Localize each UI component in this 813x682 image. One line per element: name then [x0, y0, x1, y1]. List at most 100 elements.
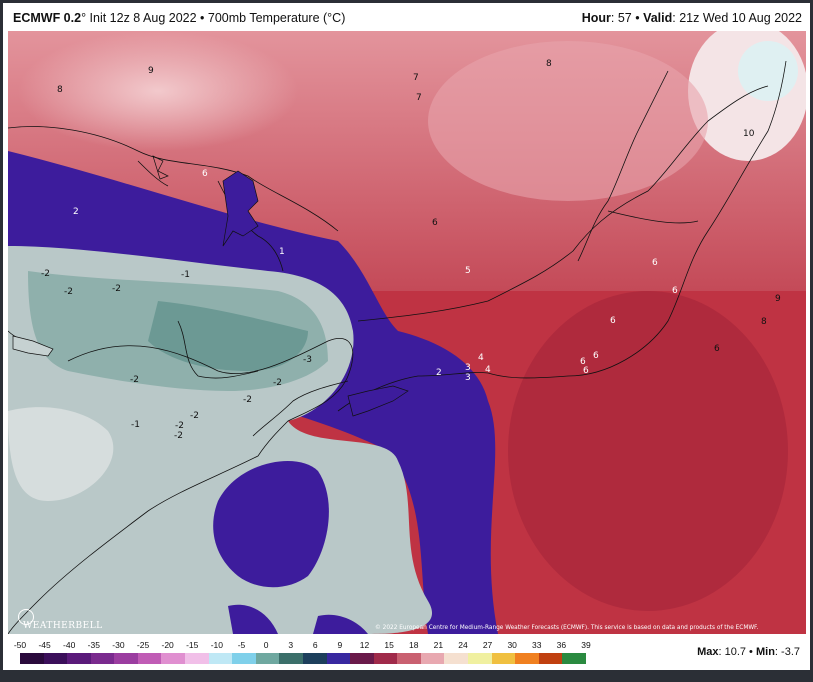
min-label: Min	[755, 646, 775, 658]
colorbar-swatch	[515, 653, 539, 664]
contour-label: -2	[64, 287, 73, 297]
contour-label: 4	[485, 365, 491, 375]
colorbar-tick-label: -15	[186, 640, 199, 650]
colorbar-tick-label: 36	[556, 640, 567, 650]
colorbar-tick-label: 24	[458, 640, 468, 650]
colorbar-swatch	[326, 653, 351, 664]
colorbar-tick-label: 6	[312, 640, 318, 650]
colorbar-swatch	[20, 653, 44, 664]
colorbar-tick-label: -5	[237, 640, 246, 650]
colorbar-swatch	[373, 653, 398, 664]
colorbar-tick-label: 30	[507, 640, 517, 650]
colorbar-tick-label: 27	[482, 640, 493, 650]
colorbar-tick-label: 12	[359, 640, 370, 650]
contour-label: 3	[465, 363, 471, 373]
contour-label: 8	[761, 317, 767, 327]
contour-label: -3	[303, 355, 312, 365]
contour-label: 7	[413, 73, 419, 83]
colorbar-swatch	[302, 653, 327, 664]
map-canvas	[8, 31, 806, 634]
contour-label: -2	[41, 269, 50, 279]
init-and-field: ° Init 12z 8 Aug 2022 • 700mb Temperatur…	[81, 11, 346, 25]
contour-label: -2	[273, 378, 282, 388]
colorbar-swatch	[562, 653, 586, 664]
contour-label: 10	[743, 129, 755, 139]
contour-label: 8	[546, 59, 552, 69]
contour-label: 6	[202, 169, 208, 179]
colorbar-tick-label: 18	[409, 640, 419, 650]
contour-label: -1	[181, 270, 190, 280]
colorbar-swatch	[43, 653, 68, 664]
colorbar-swatch	[114, 653, 138, 664]
temperature-map[interactable]: 9 8 7 7 8 10 6 6 2 1 6 5 -2 -1 -2 -2 -3 -2 -2 -2 -1 -2 -2 -2 2 3 3…	[8, 31, 806, 634]
contour-label: 4	[478, 353, 484, 363]
map-frame: ECMWF 0.2° Init 12z 8 Aug 2022 • 700mb T…	[3, 3, 810, 670]
min-value: : -3.7	[774, 646, 800, 658]
contour-label: 6	[583, 366, 589, 376]
hour-label: Hour	[581, 11, 611, 25]
colorbar-tick-label: 33	[532, 640, 542, 650]
contour-label: 1	[279, 247, 285, 257]
colorbar-tick-label: 21	[433, 640, 444, 650]
colorbar-swatch	[350, 653, 374, 664]
contour-label: -2	[112, 284, 121, 294]
colorbar-swatch	[185, 653, 209, 664]
colorbar-swatch	[90, 653, 115, 664]
contour-label: 8	[57, 85, 63, 95]
valid-time: Hour: 57 • Valid: 21z Wed 10 Aug 2022	[582, 11, 802, 25]
valid-value: : 21z Wed 10 Aug 2022	[672, 11, 802, 25]
colorbar-swatch	[420, 653, 445, 664]
colorbar-tick-label: 15	[384, 640, 394, 650]
max-label: Max	[697, 646, 719, 658]
colorbar-swatch	[255, 653, 280, 664]
contour-label: 9	[148, 66, 154, 76]
colorbar-swatch	[397, 653, 421, 664]
valid-label: Valid	[643, 11, 673, 25]
contour-label: 6	[652, 258, 658, 268]
colorbar-swatch	[67, 653, 91, 664]
colorbar-swatch	[161, 653, 186, 664]
contour-label: 6	[672, 286, 678, 296]
weatherbell-logo: WEATHERBELL	[23, 621, 103, 631]
colorbar-swatch	[137, 653, 162, 664]
contour-label: -2	[174, 431, 183, 441]
colorbar-tick-label: 3	[288, 640, 294, 650]
contour-label: 6	[432, 218, 438, 228]
colorbar-tick-label: 9	[337, 640, 343, 650]
contour-label: -2	[190, 411, 199, 421]
contour-label: -1	[131, 420, 140, 430]
contour-label: 2	[436, 368, 442, 378]
colorbar-tick-label: -20	[161, 640, 174, 650]
colorbar-tick-label: 0	[263, 640, 269, 650]
max-value: : 10.7 •	[718, 646, 753, 658]
colorbar-tick-label: 39	[581, 640, 591, 650]
max-min-stats: Max: 10.7 • Min: -3.7	[697, 646, 800, 658]
contour-label: -2	[130, 375, 139, 385]
colorbar-tick-label: -10	[210, 640, 224, 650]
hour-value: : 57 •	[610, 11, 640, 25]
colorbar	[20, 653, 586, 664]
title-bar: ECMWF 0.2° Init 12z 8 Aug 2022 • 700mb T…	[3, 3, 810, 31]
colorbar-swatch	[538, 653, 563, 664]
model-name: ECMWF 0.2	[13, 11, 82, 25]
map-title: ECMWF 0.2° Init 12z 8 Aug 2022 • 700mb T…	[13, 11, 345, 25]
colorbar-tick-label: -45	[38, 640, 51, 650]
contour-label: 6	[580, 357, 586, 367]
colorbar-swatch	[444, 653, 468, 664]
copyright-notice: © 2022 European Centre for Medium-Range …	[375, 625, 759, 631]
contour-label: -2	[243, 395, 252, 405]
contour-label: 6	[714, 344, 720, 354]
colorbar-swatch	[208, 653, 233, 664]
contour-label: -2	[175, 421, 184, 431]
colorbar-tick-label: -35	[87, 640, 100, 650]
colorbar-tick-label: -40	[63, 640, 76, 650]
contour-label: 7	[416, 93, 422, 103]
contour-label: 9	[775, 294, 781, 304]
colorbar-tick-label: -30	[112, 640, 125, 650]
colorbar-swatch	[232, 653, 256, 664]
contour-label: 3	[465, 373, 471, 383]
weatherbell-logo-icon	[18, 609, 34, 625]
colorbar-swatch	[491, 653, 516, 664]
colorbar-tick-label: -25	[136, 640, 150, 650]
colorbar-swatch	[279, 653, 303, 664]
